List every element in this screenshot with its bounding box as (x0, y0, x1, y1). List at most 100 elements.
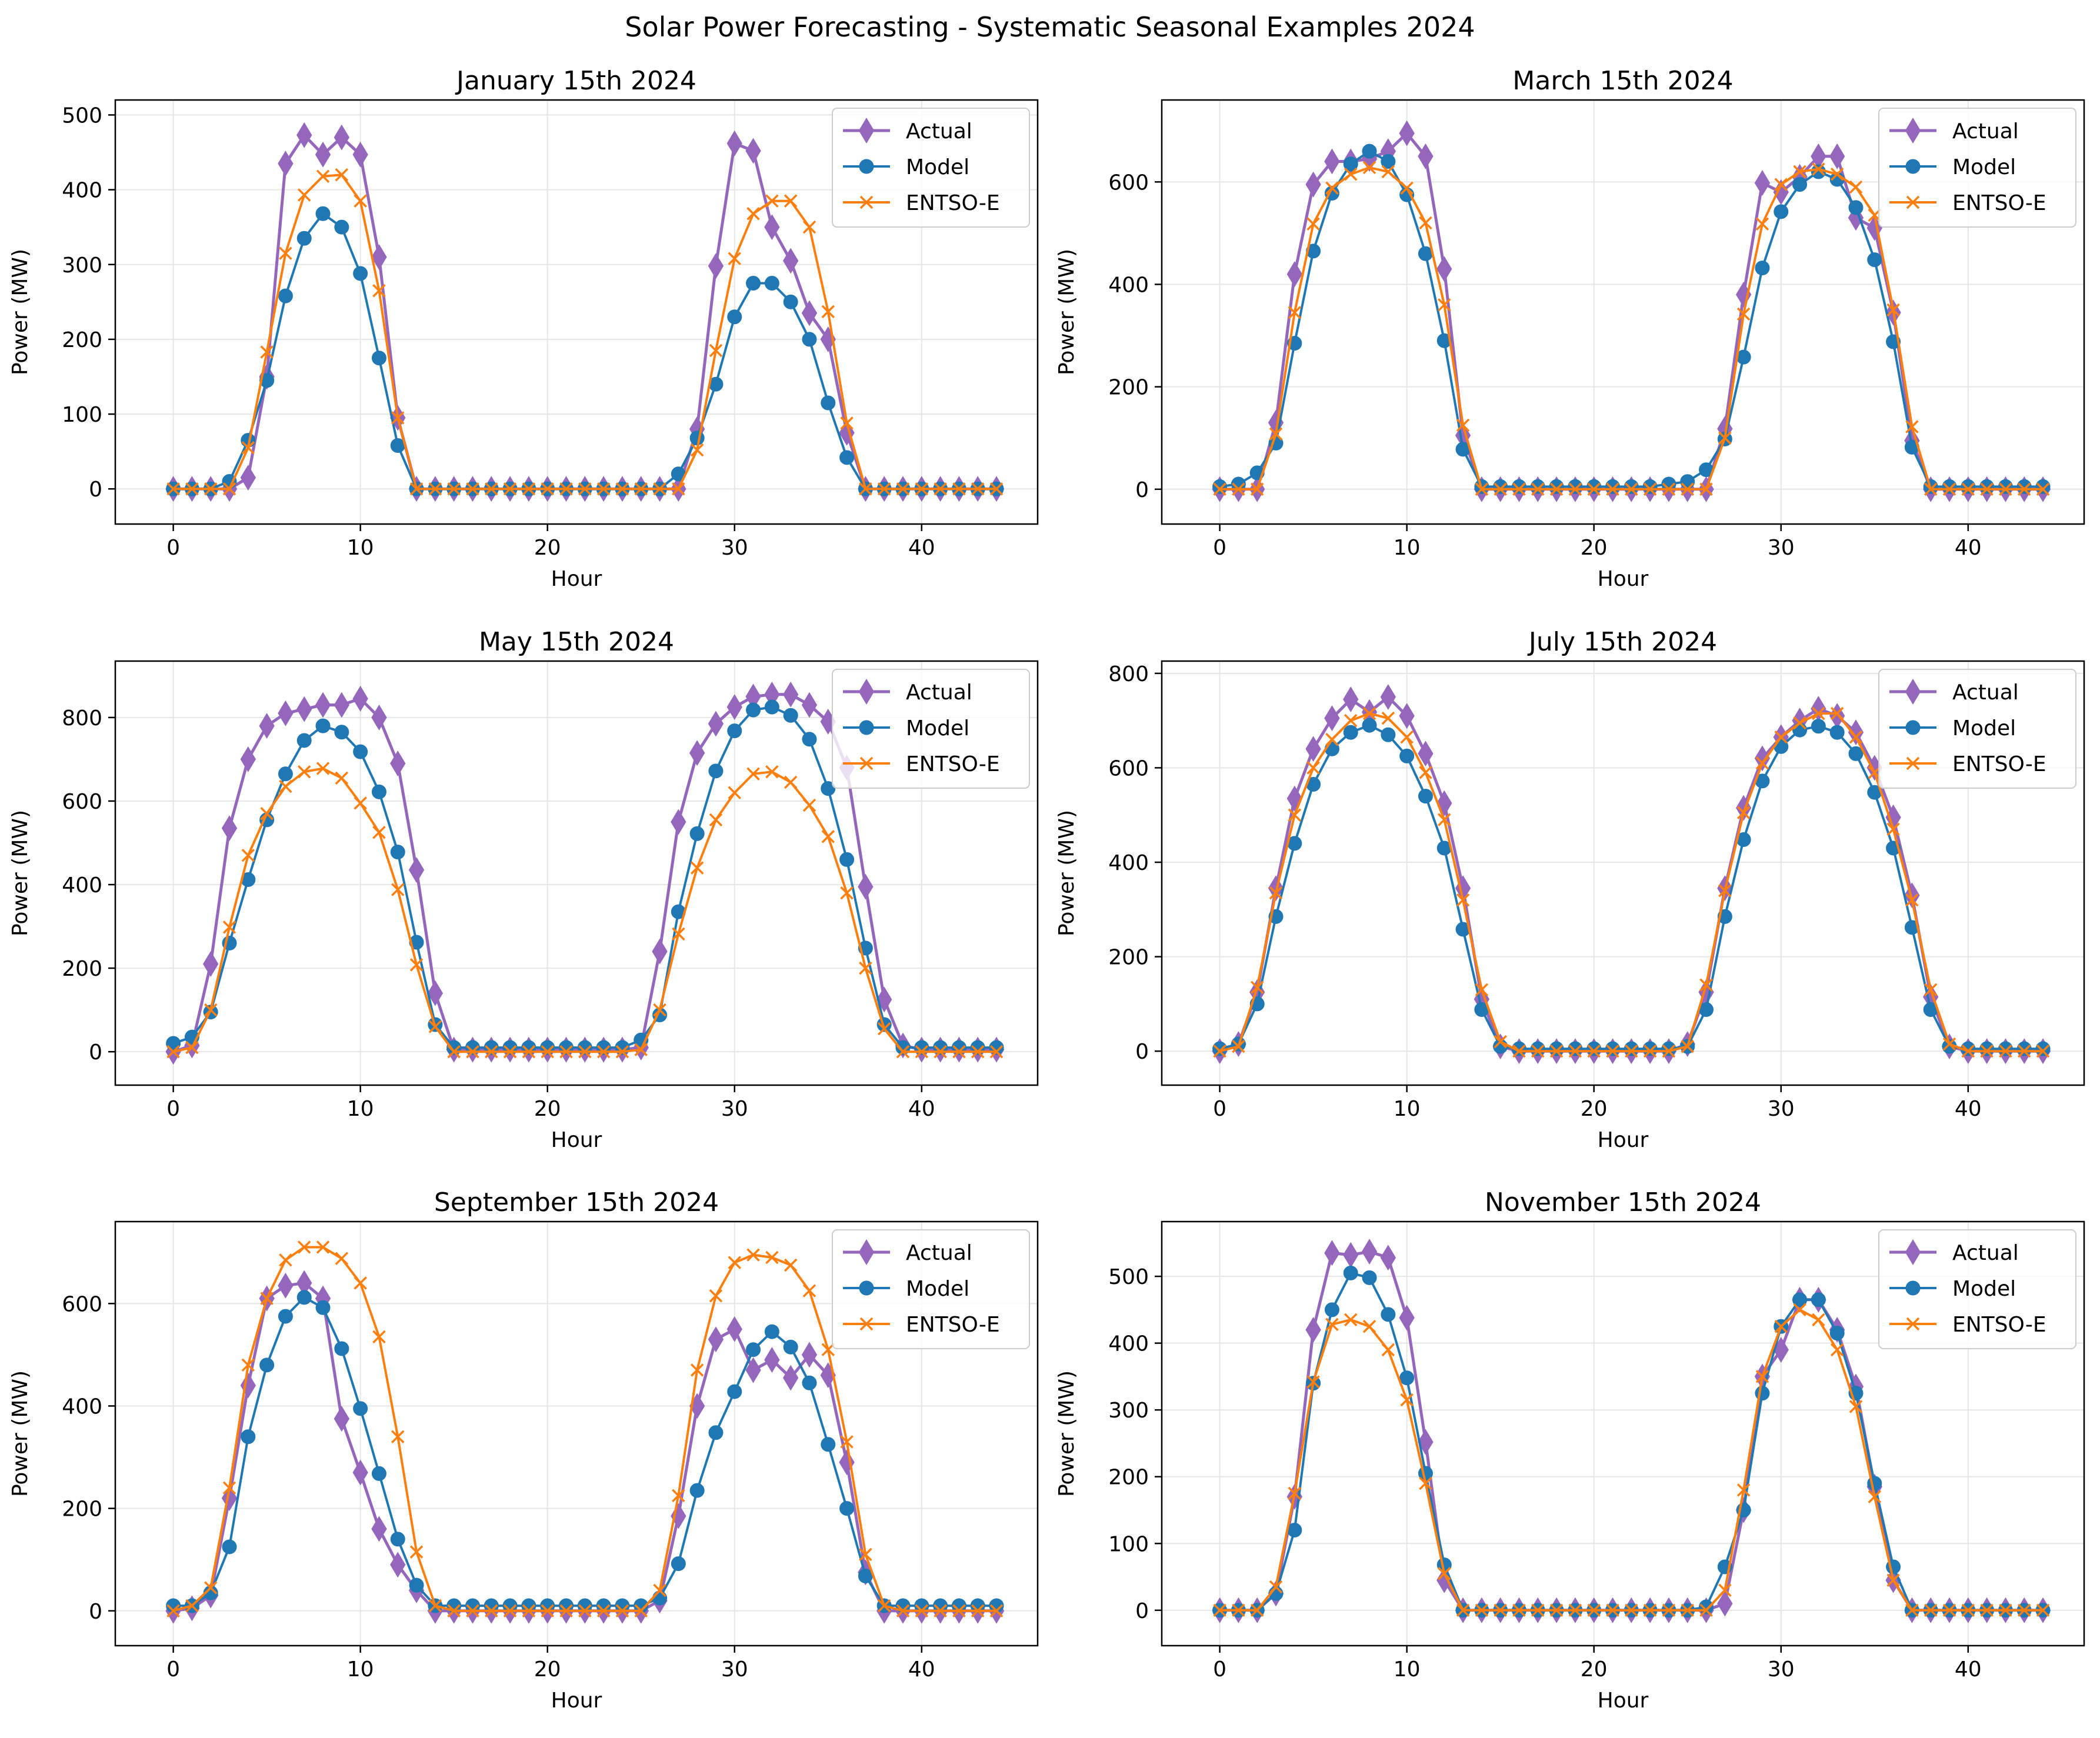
x-tick-label: 30 (721, 1097, 748, 1121)
data-point-model (1586, 479, 1602, 494)
data-point-entsoe (1475, 983, 1489, 997)
data-point-entsoe (1606, 1044, 1619, 1058)
data-point-model (615, 1598, 630, 1613)
data-point-entsoe (1232, 1039, 1245, 1053)
data-point-entsoe (522, 1045, 536, 1059)
data-point-actual (1754, 170, 1771, 196)
data-point-actual (278, 151, 294, 177)
data-point-entsoe (559, 1045, 573, 1059)
data-point-model (334, 1341, 349, 1356)
data-point-entsoe (2017, 1603, 2031, 1617)
data-point-entsoe (1419, 216, 1432, 230)
data-point-model (390, 1532, 405, 1547)
data-point-entsoe (522, 482, 536, 496)
data-point-actual (334, 124, 350, 151)
legend: Actual Model ENTSO-E (832, 669, 1030, 789)
data-point-entsoe (391, 883, 405, 896)
data-point-actual (352, 685, 368, 712)
legend-label-entsoe: ENTSO-E (906, 752, 1000, 776)
data-point-entsoe (1662, 482, 1676, 496)
data-point-model (1811, 719, 1826, 734)
data-point-entsoe (1494, 1035, 1507, 1049)
data-point-entsoe (1213, 482, 1226, 496)
x-tick-label: 10 (1394, 1097, 1421, 1121)
data-point-entsoe (859, 1547, 872, 1562)
data-point-entsoe (709, 813, 723, 827)
data-point-entsoe (1812, 706, 1825, 720)
data-point-entsoe (185, 1040, 199, 1055)
data-point-actual (1418, 740, 1434, 767)
legend-marker-entsoe (1906, 756, 1920, 770)
data-point-entsoe (859, 961, 872, 975)
data-point-entsoe (1774, 730, 1788, 744)
data-point-entsoe (1269, 886, 1283, 900)
data-point-actual (1754, 745, 1771, 772)
y-axis-label: Power (MW) (8, 1370, 32, 1497)
data-point-entsoe (1568, 482, 1582, 496)
data-point-model (1436, 333, 1452, 348)
data-point-model (839, 852, 855, 867)
data-point-model (577, 1598, 592, 1613)
legend-marker-actual (1905, 679, 1921, 705)
data-point-entsoe (634, 482, 648, 496)
subplot-title: March 15th 2024 (1512, 66, 1733, 96)
x-axis-label: Hour (1598, 567, 1649, 591)
data-point-entsoe (1400, 730, 1414, 744)
data-point-entsoe (1868, 1490, 1882, 1504)
x-tick-label: 40 (1955, 536, 1982, 560)
data-point-model (1661, 476, 1676, 492)
data-point-model (783, 708, 798, 723)
data-point-entsoe (1381, 165, 1395, 179)
x-axis-label: Hour (551, 1128, 602, 1152)
y-tick-label: 200 (62, 1497, 102, 1522)
data-point-entsoe (222, 920, 236, 934)
data-point-model (296, 733, 312, 748)
data-point-entsoe (1362, 1320, 1376, 1333)
data-point-entsoe (1699, 978, 1713, 992)
data-point-actual (334, 1406, 350, 1432)
legend-label-model: Model (1952, 155, 2016, 179)
axes-frame (1161, 660, 2085, 1086)
data-point-entsoe (391, 411, 405, 425)
data-point-entsoe (615, 482, 629, 496)
data-point-entsoe (1662, 1044, 1676, 1058)
data-point-model (502, 1598, 518, 1613)
data-point-entsoe (1942, 1603, 1956, 1617)
data-point-entsoe (1718, 883, 1732, 898)
data-point-entsoe (596, 1604, 611, 1618)
data-point-model (371, 351, 386, 366)
data-point-entsoe (1438, 298, 1451, 312)
data-point-entsoe (746, 207, 760, 221)
data-point-entsoe (971, 1604, 985, 1618)
data-point-actual (858, 873, 874, 900)
data-point-entsoe (1381, 711, 1395, 725)
data-point-entsoe (1419, 766, 1432, 779)
data-point-actual (1380, 684, 1396, 710)
legend-marker-entsoe (859, 1317, 874, 1331)
data-point-entsoe (1344, 713, 1358, 728)
data-point-model (1381, 154, 1396, 169)
data-point-entsoe (541, 1604, 554, 1618)
data-point-entsoe (279, 779, 292, 793)
data-point-entsoe (615, 1604, 629, 1618)
data-point-entsoe (578, 1045, 592, 1059)
x-tick-label: 40 (1955, 1657, 1982, 1682)
legend: Actual Model ENTSO-E (1878, 1229, 2076, 1349)
data-point-entsoe (1699, 1603, 1713, 1617)
data-point-model (634, 1598, 649, 1613)
subplot-title: May 15th 2024 (479, 627, 674, 657)
x-tick-label: 20 (1581, 1097, 1608, 1121)
data-point-actual (1343, 686, 1359, 712)
data-point-entsoe (1942, 1037, 1956, 1051)
data-point-entsoe (1643, 1044, 1657, 1058)
y-tick-label: 100 (1108, 1532, 1149, 1556)
legend-marker-model (1905, 1280, 1921, 1296)
data-point-entsoe (354, 194, 367, 208)
data-point-actual (1324, 705, 1340, 732)
data-point-entsoe (1736, 806, 1751, 819)
data-point-actual (726, 130, 742, 156)
data-point-model (2035, 479, 2051, 494)
x-tick-label: 10 (347, 1097, 374, 1121)
series-group (165, 1240, 1005, 1624)
